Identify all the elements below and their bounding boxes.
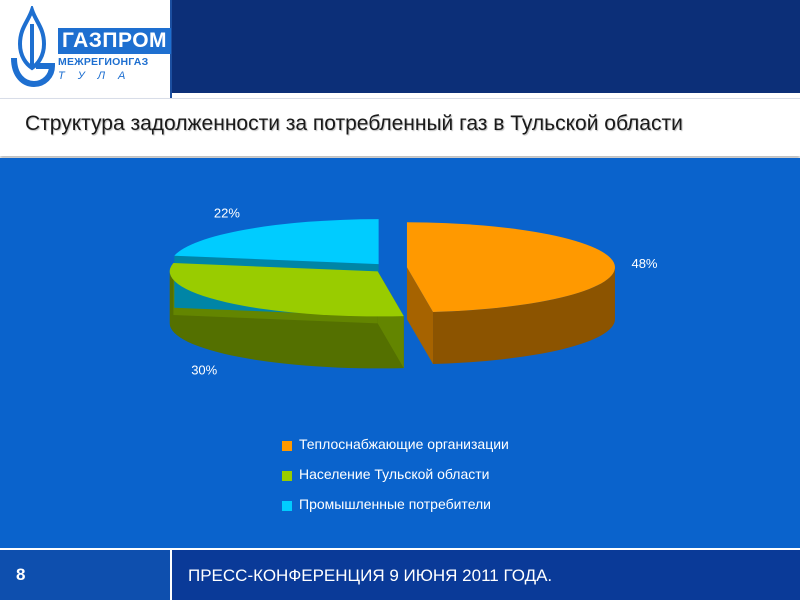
page-number-box: 8	[0, 550, 172, 600]
pie-data-label: 22%	[214, 206, 240, 221]
legend-label: Промышленные потребители	[299, 496, 492, 512]
legend-swatch	[282, 501, 292, 511]
pie-slice-side	[433, 267, 615, 364]
company-logo: ГАЗПРОМ МЕЖРЕГИОНГАЗ ТУЛА	[0, 0, 172, 98]
pie-slice	[174, 219, 379, 265]
chart-area: 48% 30% 22% Теплоснабжающие организации На…	[0, 158, 800, 548]
legend-label: Теплоснабжающие организации	[299, 436, 509, 452]
header-bar	[172, 0, 800, 93]
pie-slice	[406, 222, 615, 312]
legend-swatch	[282, 471, 292, 481]
pie-data-label: 30%	[191, 362, 217, 377]
pie-data-label: 48%	[631, 256, 657, 271]
legend-label: Население Тульской области	[299, 466, 490, 482]
logo-city-text: ТУЛА	[58, 70, 139, 82]
pie-chart: 48% 30% 22%	[169, 206, 658, 377]
pie-slice-wall	[406, 267, 434, 364]
logo-sub-text: МЕЖРЕГИОНГАЗ	[58, 56, 149, 68]
logo-main-text: ГАЗПРОМ	[58, 28, 172, 54]
legend-swatch	[282, 441, 292, 451]
pie-slice-side	[169, 271, 404, 369]
title-band	[0, 98, 800, 156]
gas-flame-icon	[11, 6, 56, 88]
slide-title: Структура задолженности за потребленный …	[25, 112, 683, 135]
pie-slice	[169, 262, 404, 317]
footer-bar: 8 ПРЕСС-КОНФЕРЕНЦИЯ 9 ИЮНЯ 2011 ГОДА.	[0, 550, 800, 600]
footer-text: ПРЕСС-КОНФЕРЕНЦИЯ 9 ИЮНЯ 2011 ГОДА.	[188, 566, 553, 585]
page-number: 8	[16, 565, 26, 584]
